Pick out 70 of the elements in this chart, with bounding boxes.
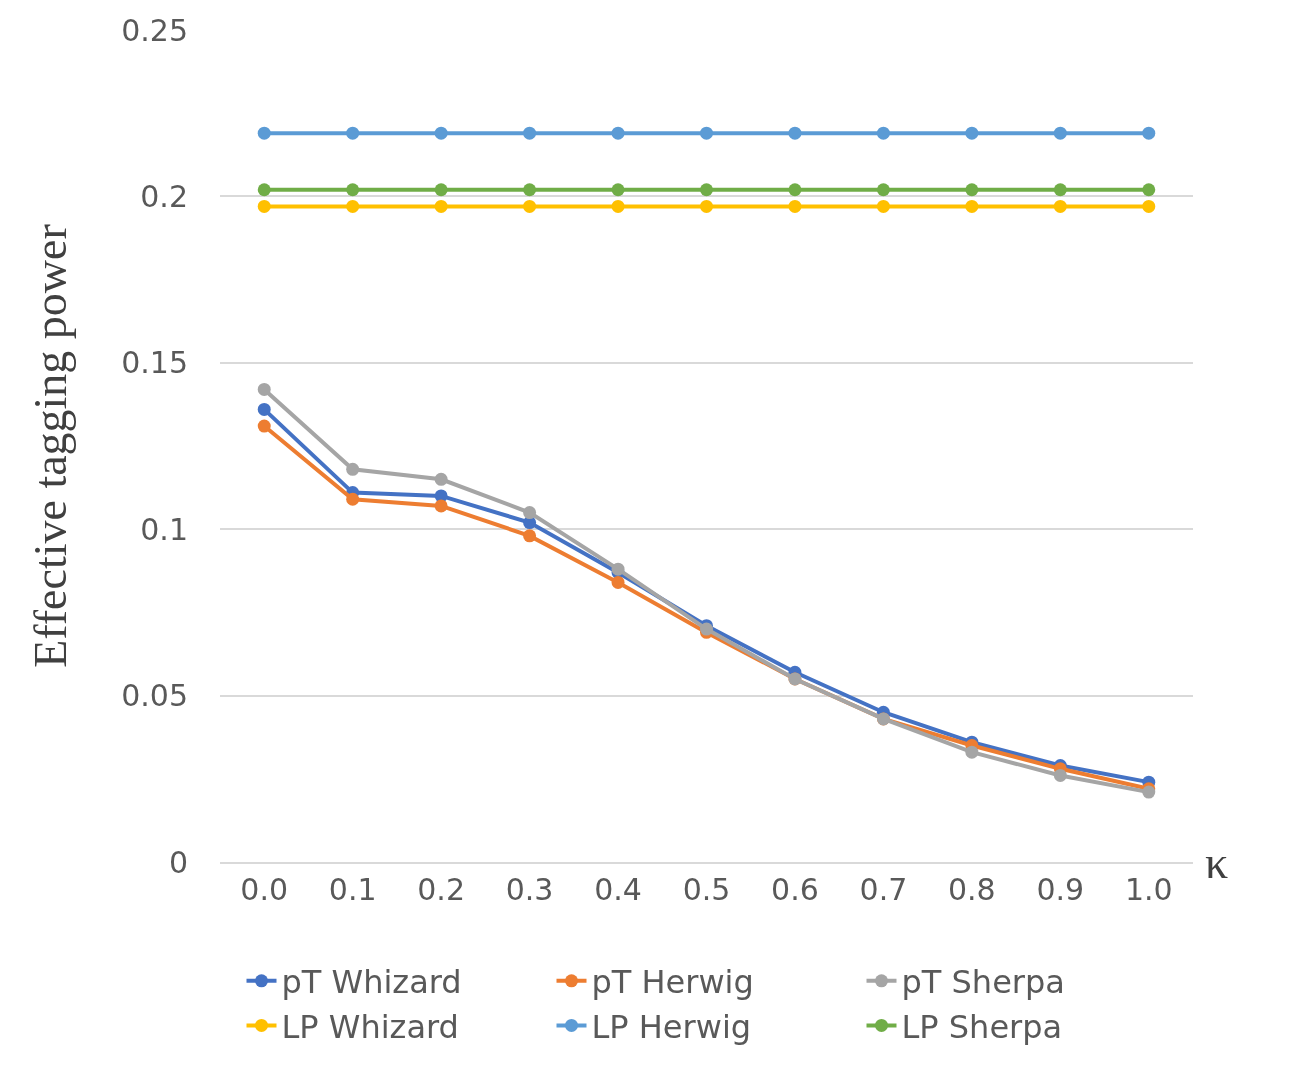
legend-label: LP Whizard [281, 1007, 459, 1046]
y-tick-label: 0.2 [140, 178, 188, 214]
point [788, 199, 802, 213]
x-tick-label: 0.6 [771, 872, 819, 907]
x-tick-label: 0.1 [328, 872, 377, 907]
point [434, 126, 448, 140]
point [257, 419, 271, 433]
point [346, 126, 360, 140]
point [965, 126, 979, 140]
point [434, 499, 448, 513]
y-tick-label: 0.25 [121, 12, 188, 48]
point [523, 183, 537, 197]
point [523, 199, 537, 213]
point [346, 183, 360, 197]
point [434, 199, 448, 213]
point [1053, 183, 1067, 197]
point [1142, 199, 1156, 213]
point [611, 199, 625, 213]
point [876, 199, 890, 213]
legend-label: LP Herwig [591, 1007, 752, 1046]
y-axis-title: Effective tagging power [24, 224, 76, 668]
point [876, 126, 890, 140]
point [788, 126, 802, 140]
y-tick-label: 0.15 [121, 345, 188, 381]
x-tick-label: 1.0 [1124, 872, 1173, 907]
x-tick-label: 0.9 [1036, 872, 1085, 907]
point [876, 183, 890, 197]
x-tick-label: 0.2 [417, 872, 465, 907]
point [257, 126, 271, 140]
point [1142, 183, 1156, 197]
y-tick-label: 0 [168, 844, 188, 880]
x-tick-label: 0.4 [594, 872, 642, 907]
point [1053, 126, 1067, 140]
point [346, 199, 360, 213]
x-tick-label: 0.0 [240, 872, 289, 907]
x-axis-title: κ [1205, 837, 1229, 888]
point [434, 183, 448, 197]
point [700, 199, 713, 213]
point [1142, 126, 1156, 140]
point [434, 472, 448, 486]
point [346, 462, 360, 476]
point [965, 183, 979, 197]
point [257, 199, 271, 213]
point [346, 492, 360, 506]
x-tick-label: 0.5 [682, 872, 731, 907]
point [965, 199, 979, 213]
legend-label: pT Herwig [591, 963, 754, 1002]
point [523, 126, 537, 140]
y-tick-label: 0.1 [140, 511, 188, 547]
x-tick-label: 0.3 [505, 872, 554, 907]
point [700, 183, 713, 197]
legend-label: LP Sherpa [901, 1007, 1063, 1046]
x-tick-label: 0.8 [948, 872, 996, 907]
legend-label: pT Whizard [281, 963, 462, 1002]
point [788, 183, 802, 197]
x-tick-label: 0.7 [859, 872, 908, 907]
point [1053, 199, 1067, 213]
point [965, 745, 979, 759]
point [257, 382, 271, 396]
point [611, 126, 625, 140]
point [523, 506, 537, 520]
point [1053, 768, 1067, 782]
point [611, 183, 625, 197]
point [611, 575, 625, 589]
point [700, 126, 713, 140]
point [257, 402, 271, 416]
legend-label: pT Sherpa [901, 963, 1065, 1002]
y-tick-label: 0.05 [121, 678, 188, 714]
point [523, 529, 537, 543]
point [257, 183, 271, 197]
